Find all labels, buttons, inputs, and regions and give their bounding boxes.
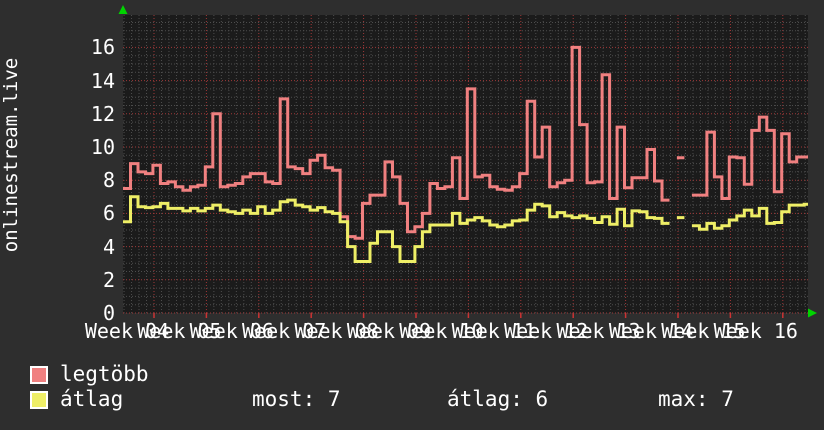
x-week-label: Week 13 [556, 319, 641, 343]
x-week-label: Week 11 [451, 319, 536, 343]
stat-max: max: 7 [658, 387, 734, 411]
series-line-max [123, 45, 808, 240]
x-week-label: Week 10 [399, 319, 484, 343]
x-week-label: Week 07 [242, 319, 327, 343]
legend-label-avg: átlag [60, 387, 124, 411]
y-tick-label: 14 [90, 68, 115, 93]
x-week-label: Week 15 [661, 319, 746, 343]
y-tick-label: 2 [102, 267, 115, 292]
x-week-label: Week 12 [504, 319, 589, 343]
y-tick-label: 16 [90, 35, 115, 60]
legend-label-max: legtöbb [60, 362, 149, 386]
series-line-avg [123, 195, 808, 263]
x-week-label: Week 08 [294, 319, 379, 343]
x-week-label: Week 14 [608, 319, 694, 343]
y-tick-label: 4 [102, 234, 115, 259]
legend-swatch-max [30, 366, 48, 384]
x-week-label: Week 09 [346, 319, 432, 343]
y-tick-label: 10 [90, 135, 115, 159]
y-tick-label: 12 [90, 101, 115, 126]
y-tick-label: 6 [102, 201, 115, 226]
stat-most: most: 7 [252, 387, 341, 411]
vertical-axis-title: onlinestream.live [0, 57, 22, 253]
x-week-label: Week 06 [189, 319, 274, 343]
x-week-label: Week 05 [137, 319, 222, 343]
x-axis-arrow-icon [808, 308, 817, 318]
y-tick-label: 0 [102, 301, 115, 325]
y-axis-arrow-icon [118, 5, 128, 14]
y-tick-label: 8 [102, 168, 115, 193]
x-week-label: Week 16 [713, 319, 798, 343]
x-week-label: Week 04 [84, 319, 170, 343]
legend-swatch-avg [30, 391, 48, 409]
stat-atlag: átlag: 6 [447, 387, 549, 411]
